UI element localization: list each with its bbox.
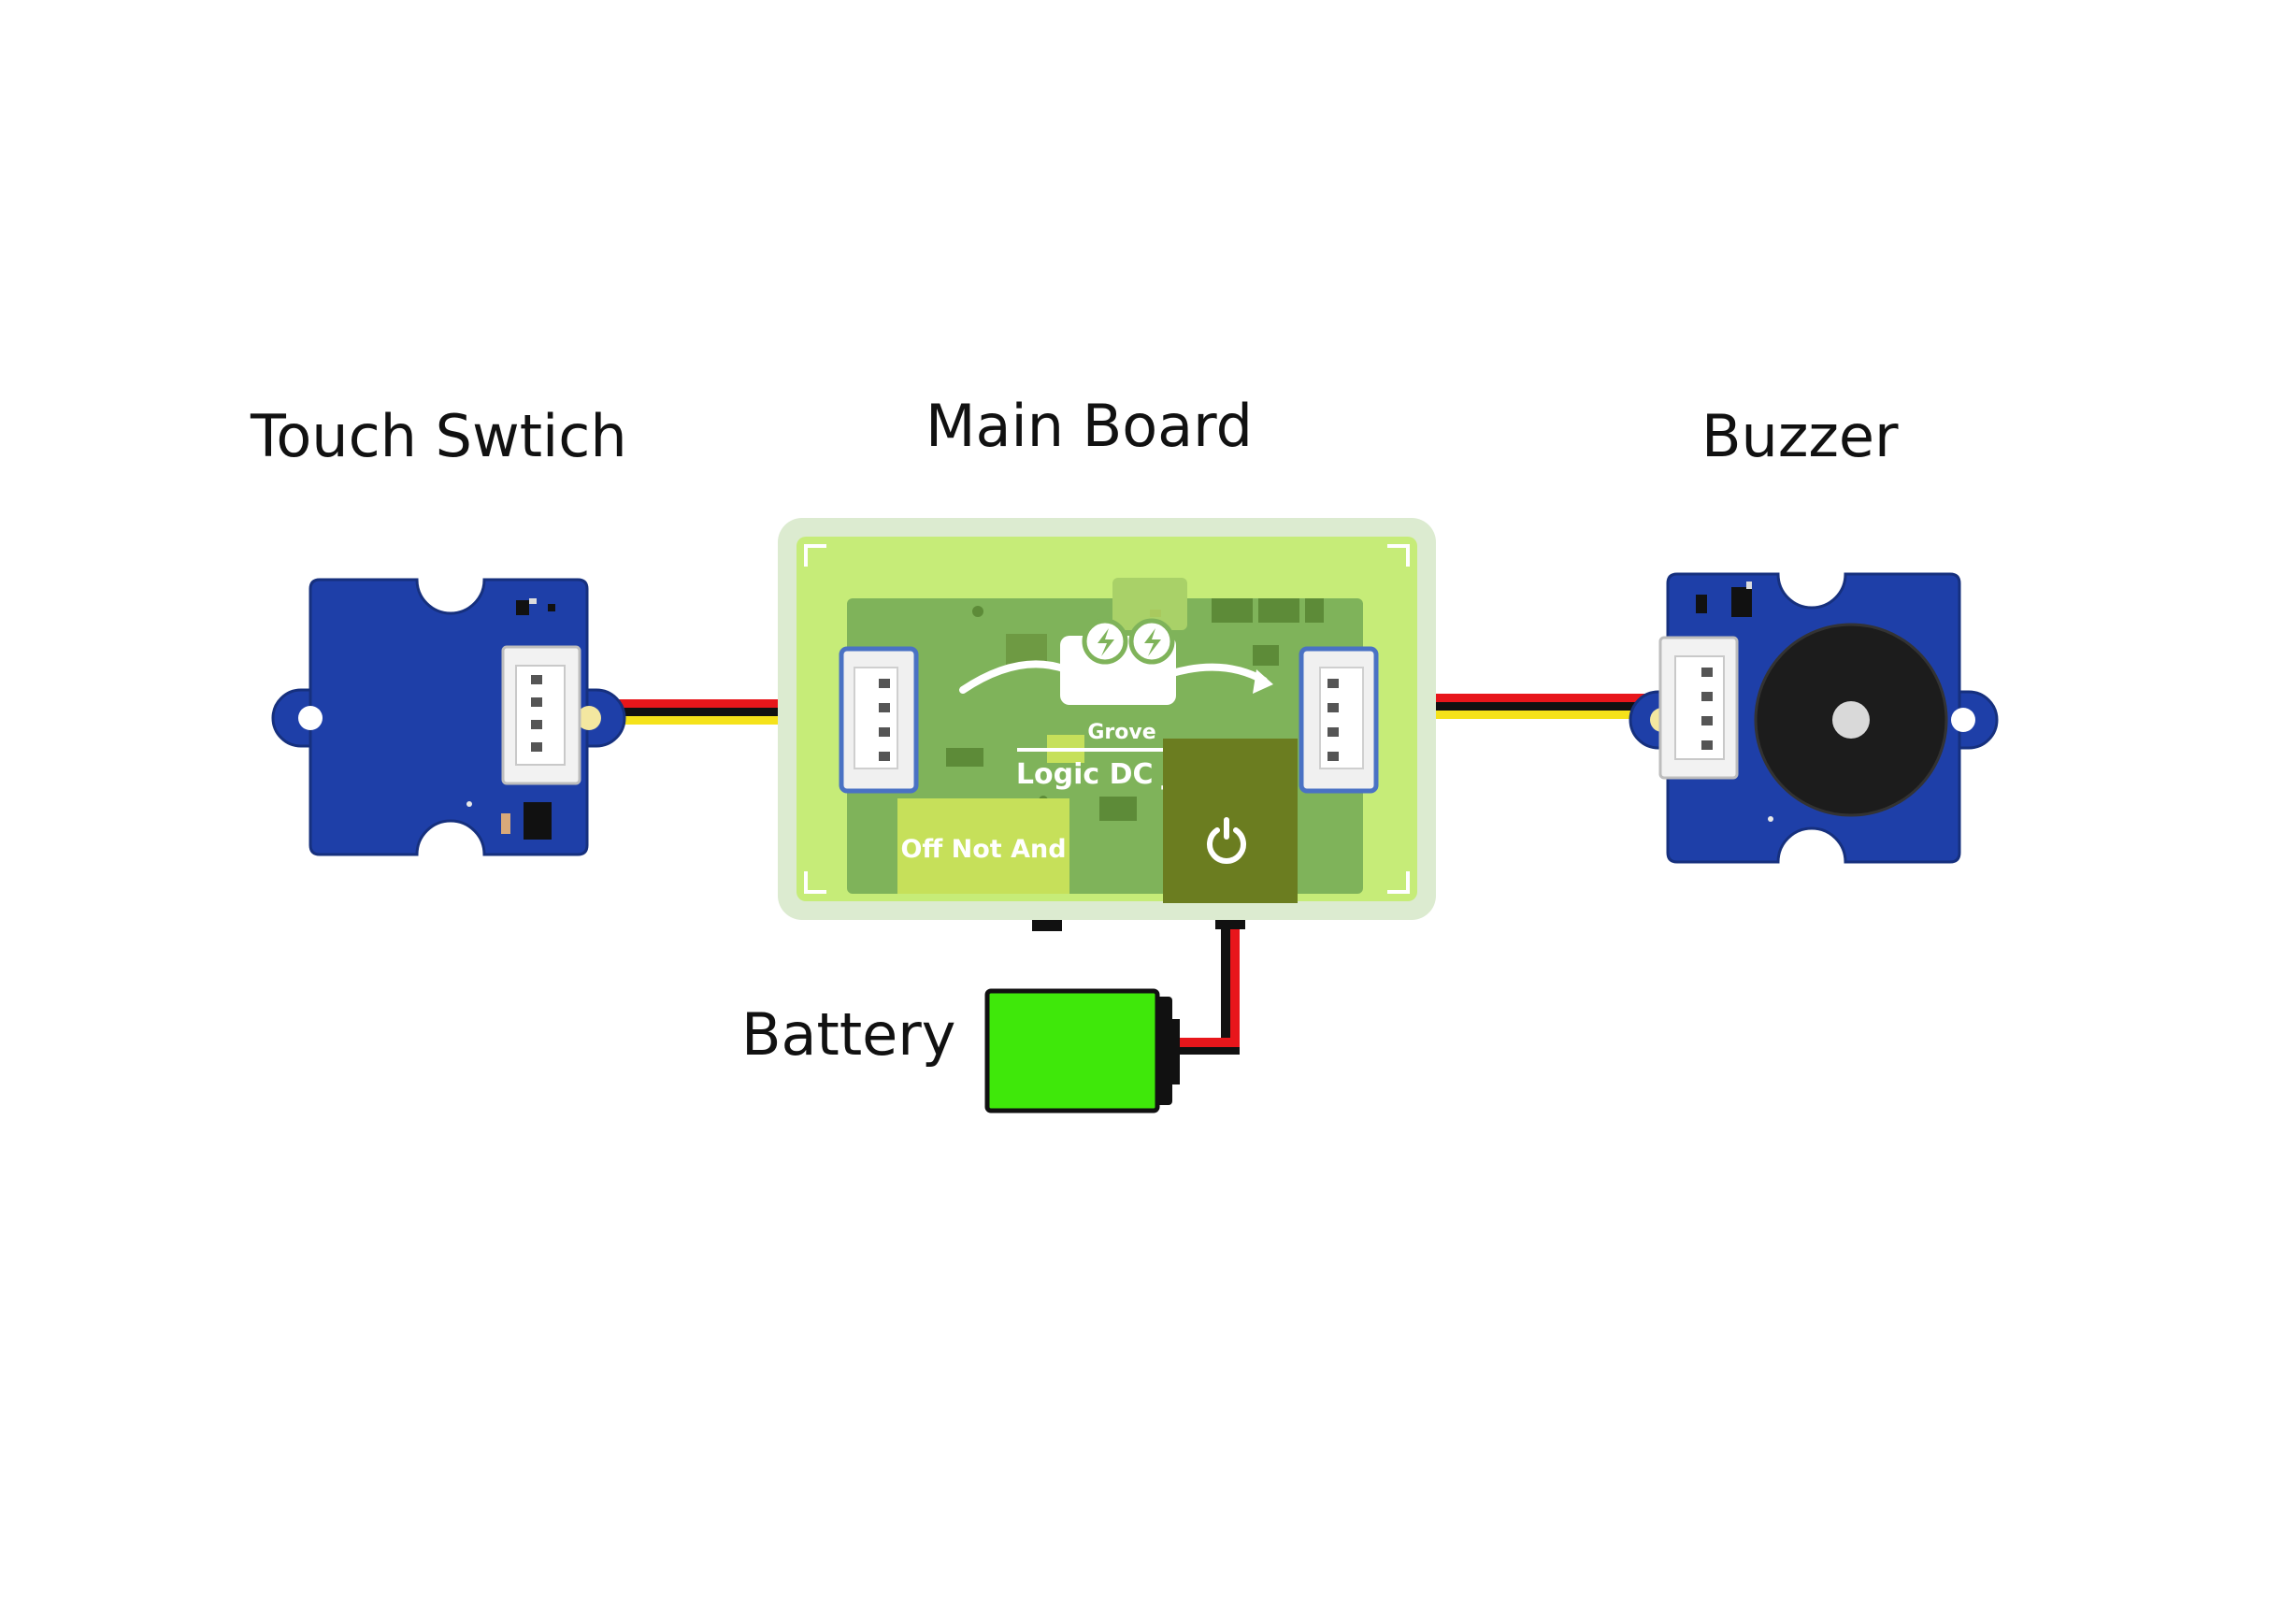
lightning-icon bbox=[1082, 618, 1128, 665]
main-board: Grove Logic DC Jack Off Not And bbox=[778, 518, 1436, 931]
cable-right bbox=[1412, 694, 1645, 719]
label-battery: Battery bbox=[741, 1000, 955, 1069]
label-touch-switch: Touch Swtich bbox=[250, 402, 627, 470]
cable-left bbox=[589, 699, 815, 725]
label-main-board: Main Board bbox=[926, 392, 1253, 460]
touch-switch-module bbox=[271, 578, 626, 856]
battery-wire bbox=[1169, 916, 1245, 1055]
mode-switch-label: Off Not And bbox=[900, 835, 1066, 864]
label-buzzer: Buzzer bbox=[1701, 402, 1899, 470]
power-button[interactable] bbox=[1163, 739, 1298, 903]
board-brand-text: Grove bbox=[1087, 721, 1155, 744]
lightning-icon bbox=[1128, 618, 1175, 665]
mode-switch[interactable] bbox=[897, 798, 1069, 894]
battery bbox=[984, 988, 1180, 1113]
buzzer-module bbox=[1629, 572, 1999, 864]
power-icon bbox=[1207, 817, 1246, 864]
